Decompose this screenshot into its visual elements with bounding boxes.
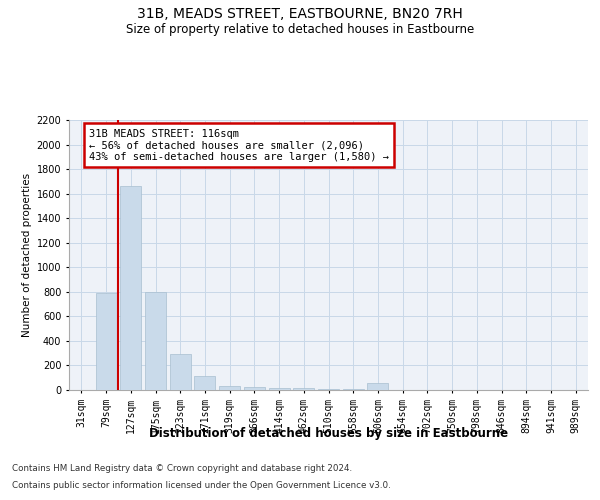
Text: Contains HM Land Registry data © Crown copyright and database right 2024.: Contains HM Land Registry data © Crown c… — [12, 464, 352, 473]
Bar — [120, 186, 141, 390]
Bar — [145, 292, 166, 390]
Text: Contains public sector information licensed under the Open Government Licence v3: Contains public sector information licen… — [12, 481, 391, 490]
Text: Distribution of detached houses by size in Eastbourne: Distribution of detached houses by size … — [149, 428, 508, 440]
Bar — [293, 388, 314, 390]
Text: 31B, MEADS STREET, EASTBOURNE, BN20 7RH: 31B, MEADS STREET, EASTBOURNE, BN20 7RH — [137, 8, 463, 22]
Bar — [219, 386, 240, 390]
Y-axis label: Number of detached properties: Number of detached properties — [22, 173, 32, 337]
Text: Size of property relative to detached houses in Eastbourne: Size of property relative to detached ho… — [126, 22, 474, 36]
Bar — [367, 383, 388, 390]
Bar — [269, 388, 290, 390]
Bar — [194, 376, 215, 390]
Text: 31B MEADS STREET: 116sqm
← 56% of detached houses are smaller (2,096)
43% of sem: 31B MEADS STREET: 116sqm ← 56% of detach… — [89, 128, 389, 162]
Bar — [244, 387, 265, 390]
Bar — [95, 293, 116, 390]
Bar — [318, 389, 339, 390]
Bar — [170, 354, 191, 390]
